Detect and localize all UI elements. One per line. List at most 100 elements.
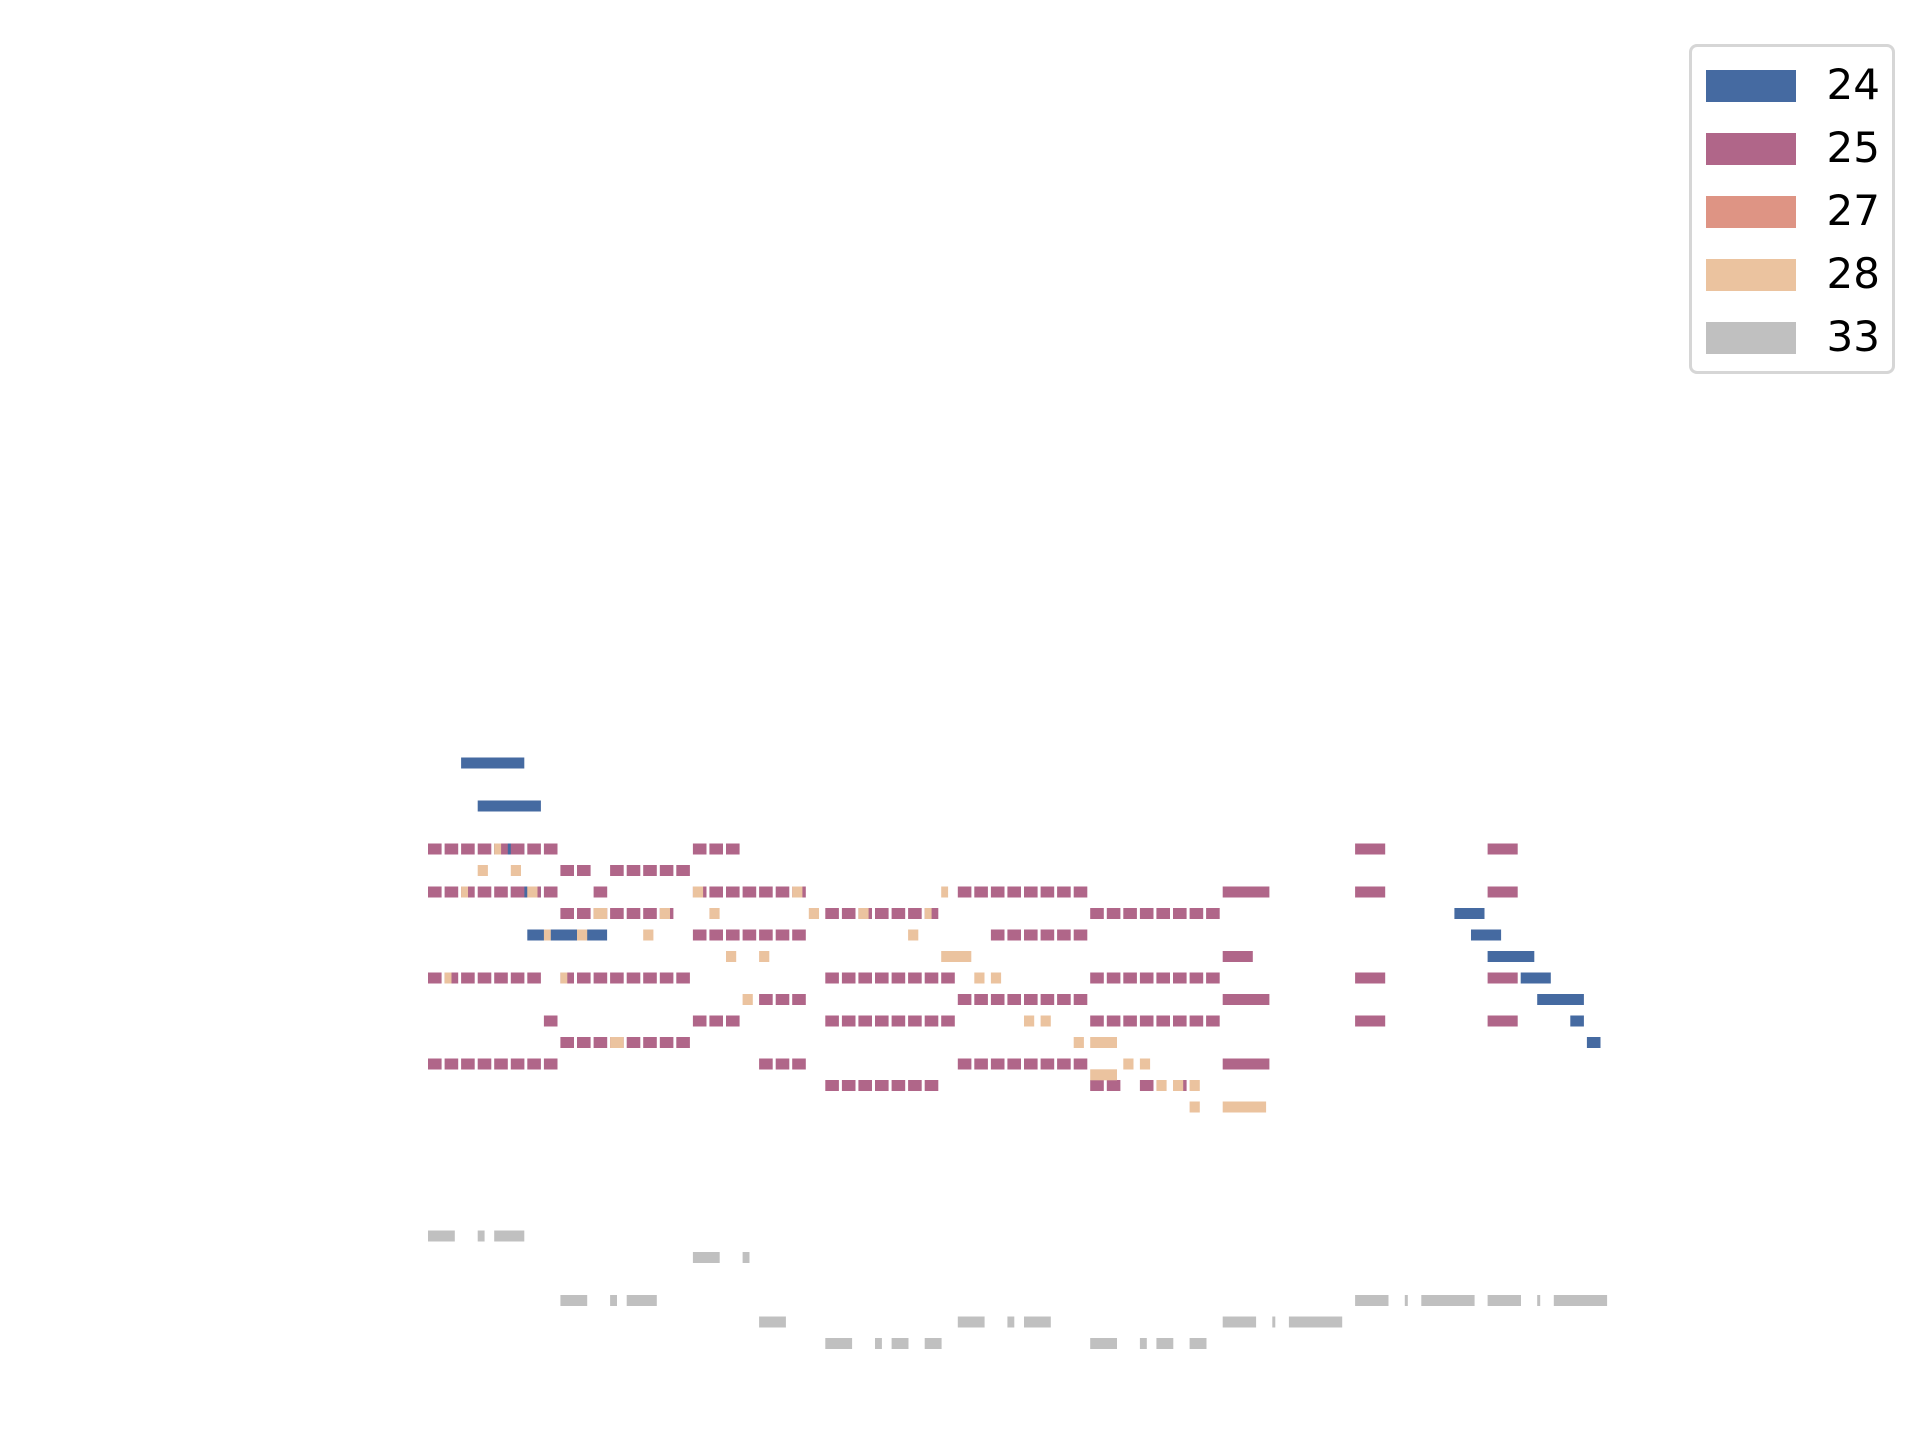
note-25-54 [577, 1037, 591, 1048]
note-33-13 [957, 1316, 985, 1328]
note-24-1 [477, 800, 541, 812]
notes-layer [428, 757, 1608, 1349]
note-25-104 [825, 1015, 839, 1027]
note-25-141 [957, 1058, 972, 1070]
note-25-143 [990, 1058, 1005, 1070]
note-25-87 [775, 1058, 790, 1070]
note-25-144 [1007, 1058, 1021, 1070]
note-25-164 [1206, 972, 1220, 984]
note-33-18 [1156, 1338, 1174, 1349]
note-24-0 [461, 757, 525, 769]
note-25-67 [709, 886, 723, 898]
note-33-7 [742, 1252, 750, 1263]
note-25-113 [841, 1080, 856, 1091]
note-28-20 [858, 908, 869, 919]
note-25-32 [577, 865, 591, 876]
note-28-4 [527, 886, 538, 898]
note-33-3 [560, 1295, 588, 1306]
note-25-11 [477, 886, 492, 898]
note-25-169 [1156, 1015, 1170, 1027]
note-25-103 [941, 972, 955, 984]
note-25-82 [726, 1015, 740, 1027]
note-25-49 [626, 972, 641, 984]
note-25-88 [792, 1058, 806, 1070]
note-24-6 [1471, 929, 1502, 941]
note-25-185 [1487, 843, 1518, 855]
note-33-4 [610, 1295, 617, 1306]
note-28-7 [577, 929, 588, 941]
note-25-0 [428, 843, 442, 855]
note-25-37 [676, 865, 690, 876]
note-25-122 [1007, 886, 1021, 898]
note-25-47 [593, 972, 608, 984]
note-28-15 [742, 994, 753, 1005]
note-24-10 [1570, 1015, 1584, 1027]
note-25-148 [1073, 1058, 1088, 1070]
note-25-146 [1040, 1058, 1055, 1070]
note-28-28 [1040, 1015, 1051, 1027]
note-33-11 [891, 1338, 909, 1349]
note-25-64 [709, 843, 723, 855]
note-25-97 [841, 972, 856, 984]
note-25-171 [1189, 1015, 1204, 1027]
note-25-159 [1123, 972, 1137, 984]
legend-item-25: 25 [1692, 123, 1892, 172]
note-28-21 [908, 929, 919, 941]
note-25-150 [1106, 908, 1121, 919]
note-25-89 [825, 908, 839, 919]
note-25-46 [577, 972, 591, 984]
note-25-62 [543, 1015, 558, 1027]
note-25-183 [1355, 972, 1386, 984]
note-28-35 [1173, 1080, 1184, 1091]
note-25-178 [1222, 951, 1253, 962]
note-25-79 [792, 929, 806, 941]
note-25-69 [742, 886, 757, 898]
note-25-26 [477, 1058, 492, 1070]
note-25-27 [494, 1058, 508, 1070]
note-25-24 [444, 1058, 459, 1070]
note-25-130 [1040, 929, 1055, 941]
note-25-18 [461, 972, 475, 984]
note-25-181 [1355, 843, 1386, 855]
note-25-188 [1487, 1015, 1518, 1027]
note-33-5 [626, 1295, 657, 1306]
note-25-174 [1106, 1080, 1121, 1091]
note-25-111 [941, 1015, 955, 1027]
note-25-86 [759, 1058, 773, 1070]
note-25-138 [1040, 994, 1055, 1005]
legend-label-27: 27 [1826, 186, 1880, 235]
note-25-170 [1173, 1015, 1187, 1027]
note-25-3 [477, 843, 492, 855]
note-33-19 [1189, 1338, 1207, 1349]
note-25-31 [560, 865, 574, 876]
note-25-177 [1222, 886, 1270, 898]
note-25-127 [990, 929, 1005, 941]
note-25-78 [775, 929, 790, 941]
note-24-4 [527, 929, 608, 941]
note-25-126 [1073, 886, 1088, 898]
note-28-26 [990, 972, 1002, 984]
legend-item-24: 24 [1692, 63, 1892, 107]
note-25-165 [1090, 1015, 1104, 1027]
note-33-14 [1007, 1316, 1015, 1328]
note-25-132 [1073, 929, 1088, 941]
note-33-12 [924, 1338, 942, 1349]
note-25-118 [924, 1080, 939, 1091]
note-25-43 [643, 908, 657, 919]
note-25-187 [1487, 972, 1518, 984]
note-25-117 [908, 1080, 922, 1091]
legend-label-25: 25 [1826, 123, 1880, 172]
note-28-37 [1189, 1101, 1200, 1113]
note-28-14 [692, 886, 704, 898]
note-25-168 [1139, 1015, 1154, 1027]
note-33-0 [428, 1230, 455, 1242]
note-25-25 [461, 1058, 475, 1070]
note-25-71 [775, 886, 790, 898]
note-33-8 [759, 1316, 786, 1328]
note-25-59 [659, 1037, 674, 1048]
note-24-7 [1487, 951, 1535, 962]
note-25-58 [643, 1037, 657, 1048]
note-25-108 [891, 1015, 906, 1027]
note-25-136 [1007, 994, 1021, 1005]
note-25-15 [543, 886, 558, 898]
